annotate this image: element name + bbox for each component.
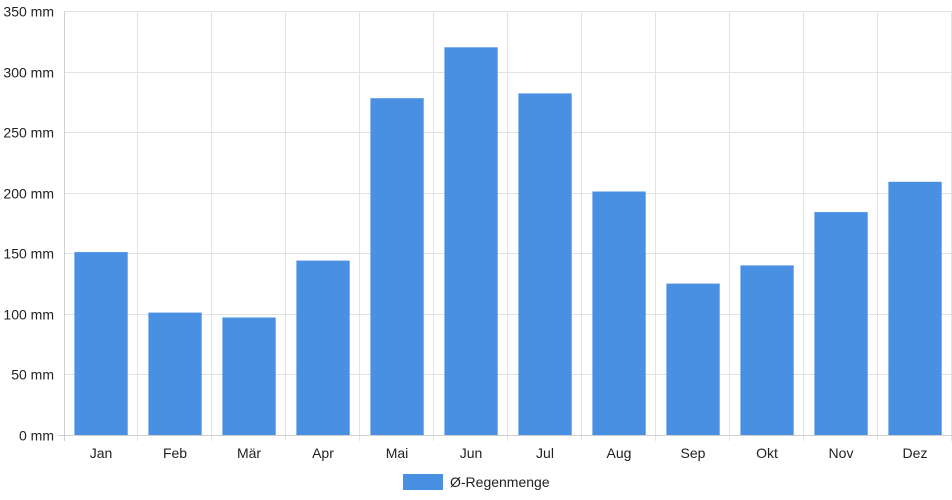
chart-grid	[64, 11, 952, 441]
bar-sep[interactable]	[666, 283, 720, 435]
y-tick-label: 250 mm	[3, 125, 54, 141]
x-tick-label: Nov	[829, 445, 854, 461]
chart-legend[interactable]: Ø-Regenmenge	[403, 474, 550, 490]
x-tick-label: Aug	[607, 445, 632, 461]
y-tick-label: 100 mm	[3, 307, 54, 323]
bar-okt[interactable]	[740, 265, 794, 435]
y-tick-label: 300 mm	[3, 65, 54, 81]
x-tick-label: Mai	[386, 445, 409, 461]
y-axis-tick-labels: 0 mm 50 mm 100 mm 150 mm 200 mm 250 mm 300 mm 3…	[3, 4, 54, 444]
legend-swatch[interactable]	[403, 474, 443, 490]
bar-jun[interactable]	[444, 47, 498, 436]
bar-mär[interactable]	[222, 317, 276, 436]
chart-axes	[58, 11, 952, 441]
bar-jan[interactable]	[74, 252, 128, 435]
x-tick-label: Mär	[237, 445, 261, 461]
bar-jul[interactable]	[518, 93, 572, 436]
bar-series	[74, 47, 942, 436]
x-tick-label: Feb	[163, 445, 187, 461]
x-tick-label: Jun	[460, 445, 483, 461]
bar-aug[interactable]	[592, 191, 646, 436]
bar-mai[interactable]	[370, 98, 424, 435]
bar-nov[interactable]	[814, 212, 868, 435]
y-tick-label: 50 mm	[11, 367, 54, 383]
y-tick-label: 0 mm	[19, 428, 54, 444]
x-tick-label: Sep	[681, 445, 706, 461]
x-tick-label: Okt	[756, 445, 778, 461]
bar-feb[interactable]	[148, 312, 202, 435]
legend-label[interactable]: Ø-Regenmenge	[450, 474, 550, 490]
bar-apr[interactable]	[296, 260, 350, 435]
x-tick-label: Jan	[90, 445, 113, 461]
x-tick-label: Apr	[312, 445, 334, 461]
y-tick-label: 200 mm	[3, 186, 54, 202]
y-tick-label: 150 mm	[3, 246, 54, 262]
bar-dez[interactable]	[888, 181, 942, 435]
x-tick-label: Jul	[536, 445, 554, 461]
y-tick-label: 350 mm	[3, 4, 54, 20]
x-axis-tick-labels: Jan Feb Mär Apr Mai Jun Jul Aug Sep Okt Nov Dez	[90, 445, 928, 461]
x-tick-label: Dez	[903, 445, 928, 461]
